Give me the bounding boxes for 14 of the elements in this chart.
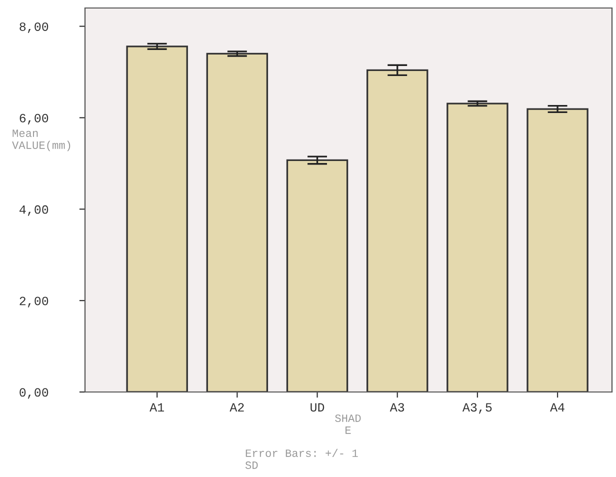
y-tick-label: 8,00: [20, 22, 48, 34]
y-tick-label: 2,00: [20, 296, 48, 308]
x-tick-label: A1: [150, 403, 164, 412]
x-tick-label: A3,5: [462, 403, 492, 414]
x-tick-label: A2: [230, 403, 244, 412]
y-tick-label: 4,00: [20, 205, 48, 216]
x-tick-label: A3: [390, 403, 404, 412]
y-tick-label: 6,00: [20, 114, 48, 124]
text: Error Bars: +/- 1 SD: [245, 448, 358, 469]
x-tick-label: UD: [310, 403, 324, 412]
y-axis-title: Mean VALUE(mm): [12, 130, 70, 152]
x-axis-title: SHAD E: [335, 414, 361, 434]
x-tick-label: A4: [550, 403, 564, 412]
y-tick-label: 0,00: [20, 388, 48, 399]
